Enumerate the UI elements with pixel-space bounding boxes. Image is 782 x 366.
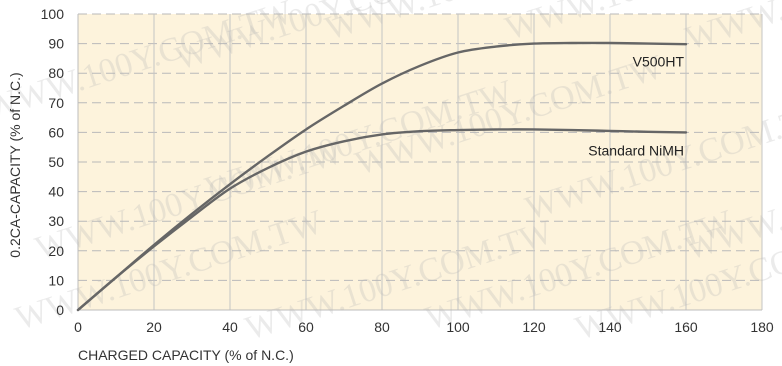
x-tick-label: 160	[674, 319, 698, 335]
x-tick-label: 40	[222, 319, 238, 335]
y-tick-label: 0	[56, 302, 64, 318]
x-tick-label: 60	[298, 319, 314, 335]
y-tick-label: 40	[48, 184, 64, 200]
y-tick-label: 90	[48, 36, 64, 52]
series-line-standard-nimh	[76, 128, 688, 312]
series-annotation: Standard NiMH	[588, 142, 684, 158]
x-tick-label: 80	[374, 319, 390, 335]
annotation-layer: V500HT Standard NiMH	[588, 54, 684, 159]
x-tick-label: 140	[598, 319, 622, 335]
grid	[77, 13, 763, 311]
y-tick-label: 10	[48, 272, 64, 288]
x-tick-label: 0	[74, 319, 82, 335]
y-tick-labels: 0 10 20 30 40 50 60 70 80 90 100	[41, 6, 65, 318]
y-tick-label: 60	[48, 124, 64, 140]
y-axis-label: 0.2CA-CAPACITY (% of N.C.)	[7, 72, 23, 257]
x-tick-label: 100	[446, 319, 470, 335]
x-tick-label: 20	[146, 319, 162, 335]
series-annotation: V500HT	[633, 54, 685, 70]
series-layer	[76, 41, 688, 312]
x-tick-label: 120	[522, 319, 546, 335]
series-line-v500ht	[76, 41, 688, 312]
y-tick-label: 30	[48, 213, 64, 229]
y-tick-label: 100	[41, 6, 65, 22]
x-tick-label: 180	[750, 319, 774, 335]
y-tick-label: 20	[48, 243, 64, 259]
y-tick-label: 80	[48, 65, 64, 81]
x-axis-label: CHARGED CAPACITY (% of N.C.)	[78, 347, 294, 363]
y-tick-label: 70	[48, 95, 64, 111]
x-tick-labels: 0 20 40 60 80 100 120 140 160 180	[74, 319, 774, 335]
y-tick-label: 50	[48, 154, 64, 170]
